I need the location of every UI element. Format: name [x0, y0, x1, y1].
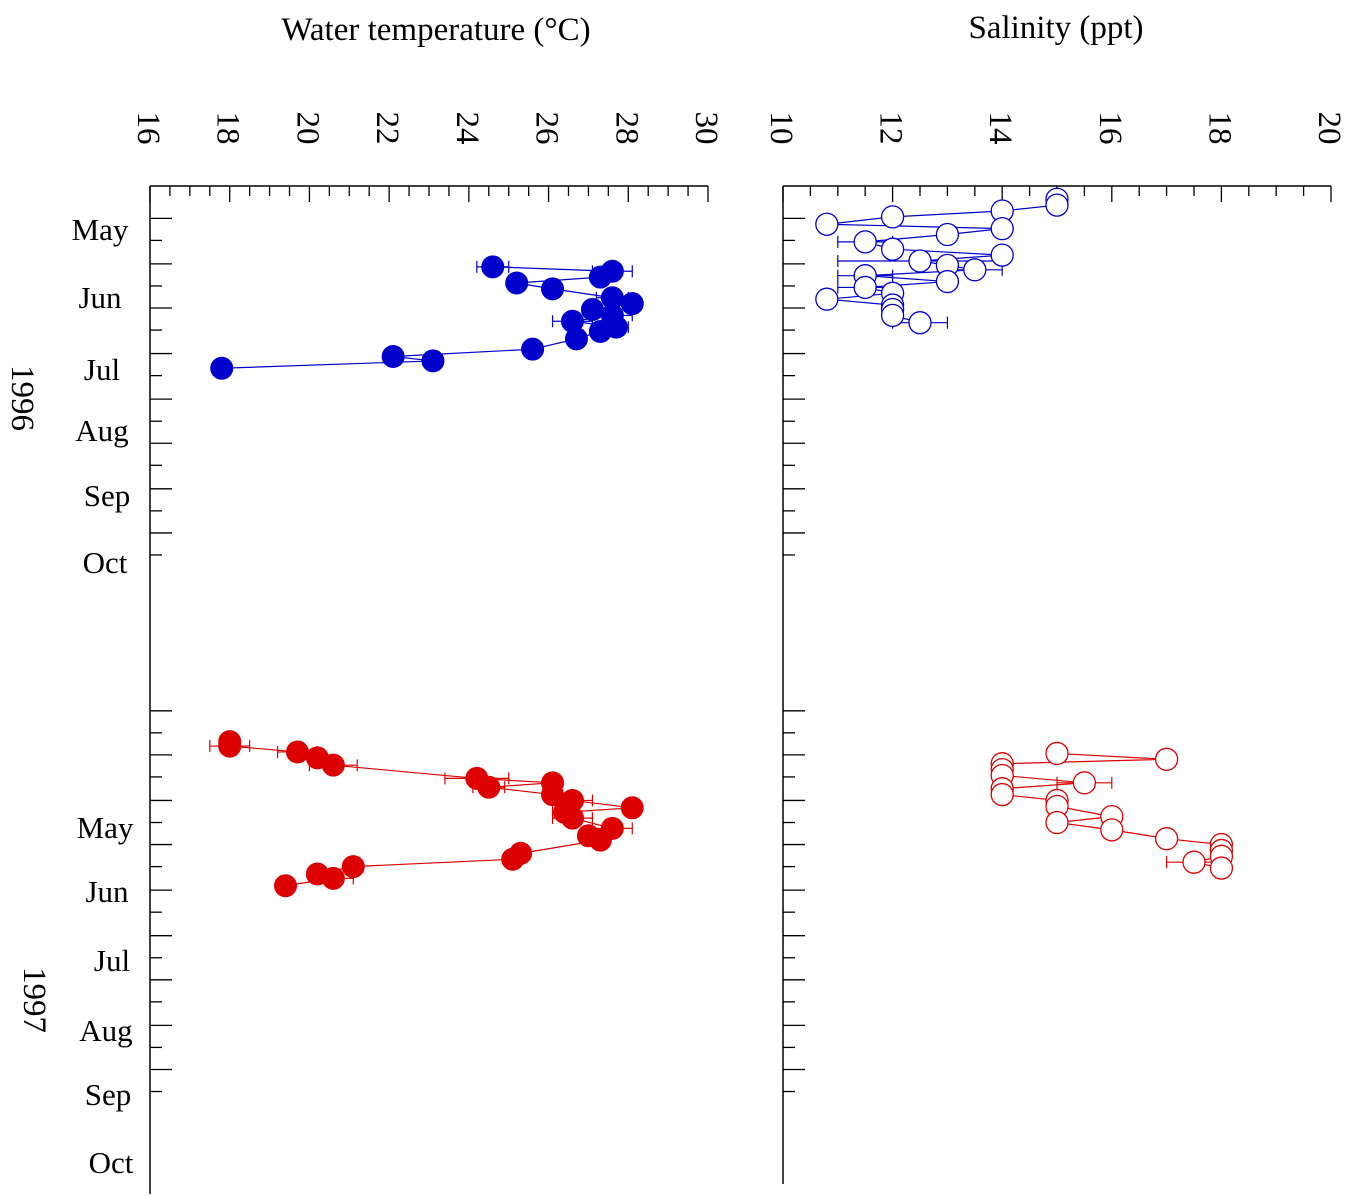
salinity-point-1996 [880, 303, 905, 328]
salinity-axes: 10 12 14 16 18 20 [763, 112, 1347, 1184]
month-label-1996-jul: Jul [84, 352, 120, 387]
month-label-1997-jun: Jun [85, 874, 129, 909]
salinity-point-1997 [1100, 818, 1124, 842]
salinity-point-1996 [935, 222, 960, 247]
temperature-x-tick-label: 26 [529, 112, 565, 145]
temperature-axis-title: Water temperature (°C) [281, 12, 590, 48]
temperature-x-tick-label: 18 [210, 112, 246, 145]
salinity-point-1996 [908, 311, 932, 335]
salinity-point-1996 [1045, 193, 1069, 217]
salinity-point-1996 [853, 275, 877, 300]
temperature-x-tick-label: 30 [688, 112, 724, 145]
temperature-point-1996 [541, 277, 565, 301]
salinity-axis-title: Salinity (ppt) [968, 10, 1143, 46]
salinity-point-1997 [1045, 810, 1069, 835]
temperature-point-1997 [321, 866, 345, 890]
temperature-point-1997 [477, 775, 501, 799]
temperature-x-ticks: 16 18 20 22 24 26 28 30 [130, 112, 724, 202]
salinity-point-1996 [963, 258, 987, 282]
temperature-point-1997 [321, 753, 345, 777]
salinity-x-tick-label: 20 [1311, 112, 1347, 145]
temperature-x-tick-label: 16 [130, 112, 166, 145]
temperature-point-1997 [341, 855, 365, 879]
month-label-1997-aug: Aug [79, 1013, 132, 1048]
month-labels-1996: May Jun Jul Aug Sep Oct [72, 212, 131, 580]
temperature-x-tick-label: 20 [289, 112, 325, 145]
temperature-point-1997 [218, 734, 242, 758]
month-label-1997-oct: Oct [89, 1145, 134, 1180]
salinity-x-tick-label: 18 [1201, 112, 1237, 145]
temperature-point-1996 [588, 265, 612, 289]
salinity-x-tick-label: 16 [1092, 112, 1128, 145]
temperature-point-1996 [505, 271, 529, 295]
salinity-point-1996 [935, 269, 960, 294]
salinity-point-1996 [990, 243, 1014, 267]
month-label-1996-sep: Sep [84, 478, 131, 513]
salinity-x-tick-label: 14 [982, 112, 1018, 145]
salinity-point-1996 [990, 216, 1014, 241]
month-label-1997-sep: Sep [85, 1077, 132, 1112]
salinity-point-1997 [990, 782, 1014, 807]
month-label-1996-may: May [72, 212, 129, 247]
month-label-1996-aug: Aug [75, 413, 128, 448]
temperature-axes: 16 18 20 22 24 26 28 30 [130, 112, 724, 1194]
month-labels-1997: May Jun Jul Aug Sep Oct [77, 810, 134, 1180]
temperature-point-1996 [421, 349, 445, 373]
temperature-point-1996 [210, 356, 234, 380]
salinity-point-1997 [1045, 741, 1069, 766]
temperature-point-1997 [620, 796, 644, 820]
salinity-point-1996 [908, 249, 932, 273]
temperature-point-1996 [521, 337, 545, 361]
temperature-point-1997 [285, 740, 309, 764]
salinity-point-1997 [1154, 747, 1179, 771]
temperature-x-tick-label: 22 [369, 112, 405, 145]
temperature-point-1996 [564, 327, 588, 351]
temperature-point-1996 [481, 255, 505, 279]
temperature-point-1996 [620, 292, 644, 316]
salinity-series-line-1996 [826, 199, 1058, 324]
salinity-point-1997 [1072, 771, 1097, 795]
temperature-point-1997 [588, 828, 612, 852]
month-label-1997-jul: Jul [94, 943, 130, 978]
salinity-x-tick-label: 10 [763, 112, 799, 145]
temperature-x-tick-label: 24 [449, 112, 485, 145]
temperature-point-1997 [274, 874, 298, 898]
salinity-point-1996 [880, 237, 905, 261]
temperature-point-1996 [588, 320, 612, 344]
month-label-1996-jun: Jun [78, 280, 122, 315]
salinity-point-1996 [880, 205, 905, 229]
salinity-x-ticks: 10 12 14 16 18 20 [763, 112, 1347, 202]
temperature-point-1996 [381, 345, 405, 369]
temperature-point-1997 [501, 847, 525, 871]
salinity-x-tick-label: 12 [873, 112, 909, 145]
salinity-point-1996 [815, 287, 839, 311]
salinity-point-1996 [815, 212, 839, 236]
salinity-point-1997 [1209, 856, 1234, 880]
temperature-point-1996 [580, 297, 604, 321]
year-label-1996: 1996 [4, 365, 40, 431]
salinity-point-1997 [1182, 850, 1206, 874]
date-axis-ticks [150, 217, 805, 1093]
month-label-1996-oct: Oct [83, 545, 128, 580]
data-layer [209, 187, 1234, 898]
temperature-point-1997 [560, 806, 584, 830]
year-label-1997: 1997 [16, 967, 52, 1033]
month-label-1997-may: May [77, 810, 134, 845]
salinity-point-1997 [1154, 827, 1179, 851]
salinity-point-1996 [853, 230, 877, 254]
temperature-x-tick-label: 28 [608, 112, 644, 145]
